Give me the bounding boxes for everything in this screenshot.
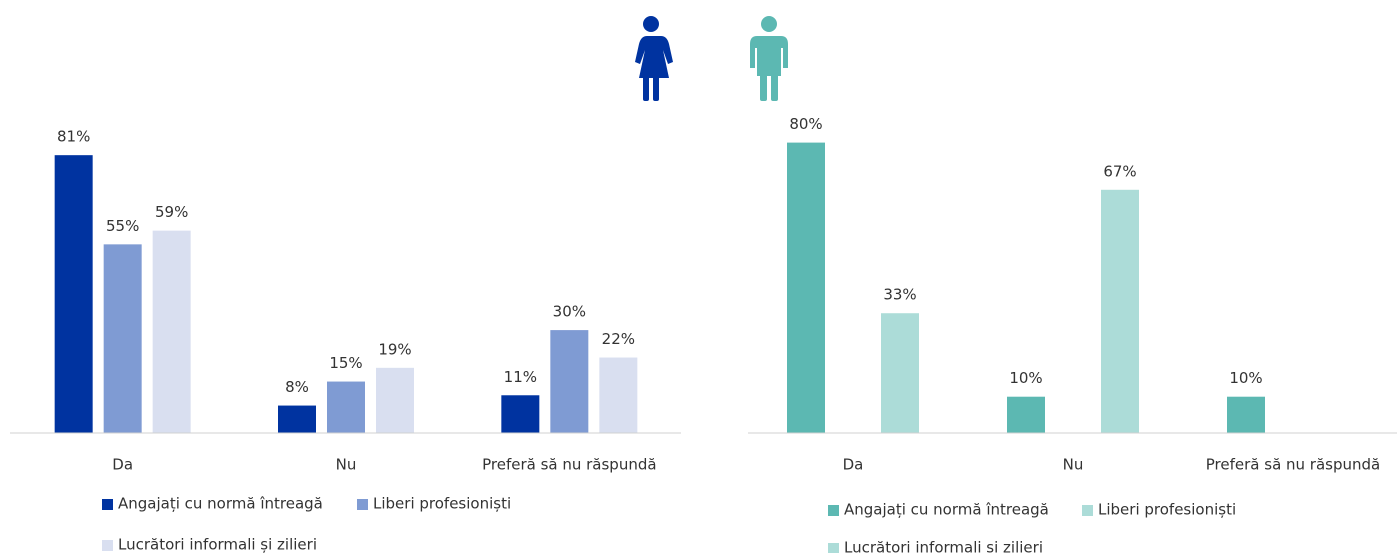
- x-tick-label: Da: [843, 456, 864, 474]
- bar: [501, 395, 540, 433]
- legend-swatch: [828, 505, 839, 516]
- bar: [1101, 189, 1139, 433]
- data-label: 55%: [106, 217, 139, 235]
- data-label: 8%: [285, 378, 309, 396]
- bar: [550, 330, 589, 433]
- x-tick-label: Nu: [336, 456, 357, 474]
- bar: [787, 142, 825, 433]
- legend-label: Angajați cu normă întreagă: [118, 495, 323, 513]
- legend-label: Lucrători informali și zilieri: [118, 536, 317, 553]
- x-tick-label: Da: [112, 456, 133, 474]
- legend-swatch: [357, 499, 368, 510]
- legend-swatch: [102, 540, 113, 551]
- bar: [54, 155, 93, 434]
- data-label: 80%: [789, 115, 822, 133]
- legend-label: Lucrători informali și zilieri: [844, 539, 1043, 553]
- legend-label: Liberi profesioniști: [1098, 501, 1236, 519]
- x-tick-label: Preferă să nu răspundă: [482, 456, 656, 474]
- bar: [376, 367, 414, 433]
- data-label: 30%: [553, 303, 586, 321]
- data-label: 67%: [1103, 162, 1136, 180]
- data-label: 15%: [329, 354, 362, 372]
- legend-swatch: [102, 499, 113, 510]
- legend-label: Angajați cu normă întreagă: [844, 501, 1049, 519]
- legend-label: Liberi profesioniști: [373, 495, 511, 513]
- bar: [1227, 396, 1265, 433]
- data-label: 81%: [57, 128, 90, 146]
- data-label: 10%: [1229, 369, 1262, 387]
- x-tick-label: Nu: [1063, 456, 1084, 474]
- bar: [1007, 396, 1045, 433]
- bar: [599, 357, 638, 433]
- man-icon: [750, 16, 788, 101]
- woman-icon: [635, 16, 673, 101]
- data-label: 59%: [155, 203, 188, 221]
- data-label: 22%: [602, 330, 635, 348]
- legend-swatch: [828, 543, 839, 553]
- bar: [327, 381, 365, 433]
- legend-swatch: [1082, 505, 1093, 516]
- data-label: 10%: [1009, 369, 1042, 387]
- data-label: 33%: [883, 286, 916, 304]
- bar: [278, 405, 316, 433]
- bar: [881, 313, 919, 433]
- x-tick-label: Preferă să nu răspundă: [1206, 456, 1380, 474]
- data-label: 19%: [378, 340, 411, 358]
- bar: [152, 230, 191, 433]
- data-label: 11%: [504, 368, 537, 386]
- bar: [103, 244, 142, 433]
